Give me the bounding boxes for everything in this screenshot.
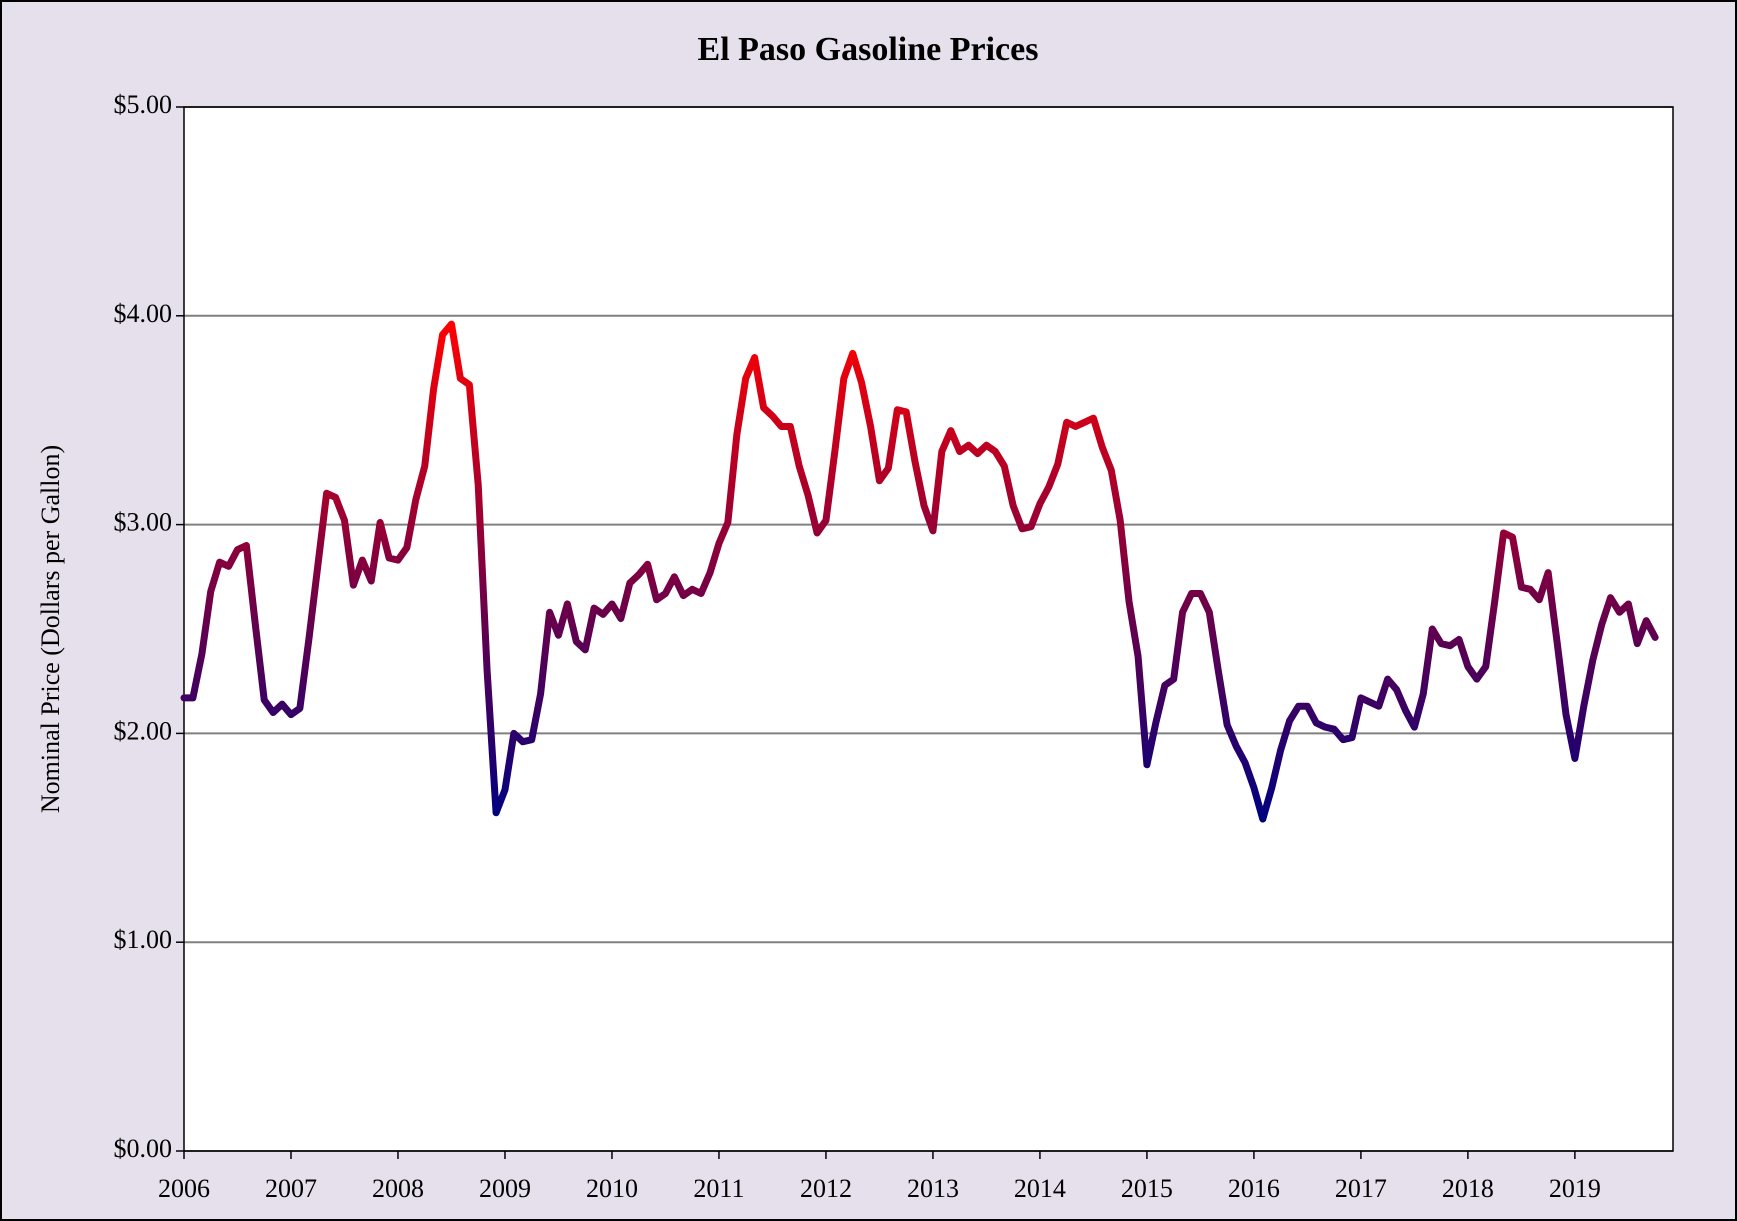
x-tick-label: 2006 (158, 1174, 210, 1203)
x-tick-label: 2019 (1549, 1174, 1601, 1203)
x-tick-label: 2008 (372, 1174, 424, 1203)
y-tick-label: $0.00 (114, 1134, 173, 1163)
y-tick-label: $4.00 (114, 299, 173, 328)
y-tick-label: $2.00 (114, 716, 173, 745)
x-tick-label: 2018 (1442, 1174, 1494, 1203)
x-tick-label: 2010 (586, 1174, 638, 1203)
y-tick-label: $5.00 (114, 90, 173, 119)
x-tick-label: 2015 (1121, 1174, 1173, 1203)
x-tick-label: 2007 (265, 1174, 317, 1203)
plot-frame (183, 106, 1674, 1152)
price-line (180, 320, 1659, 823)
x-tick-label: 2016 (1228, 1174, 1280, 1203)
y-tick-label: $1.00 (114, 925, 173, 954)
y-axis-label: Nominal Price (Dollars per Gallon) (36, 445, 65, 813)
x-tick-label: 2017 (1335, 1174, 1387, 1203)
x-tick-label: 2013 (907, 1174, 959, 1203)
x-tick-label: 2011 (693, 1174, 744, 1203)
x-tick-label: 2012 (800, 1174, 852, 1203)
chart-title: El Paso Gasoline Prices (698, 31, 1039, 68)
x-tick-label: 2014 (1014, 1174, 1066, 1203)
x-tick-label: 2009 (479, 1174, 531, 1203)
y-tick-label: $3.00 (114, 508, 173, 537)
plot-area (184, 107, 1673, 1151)
